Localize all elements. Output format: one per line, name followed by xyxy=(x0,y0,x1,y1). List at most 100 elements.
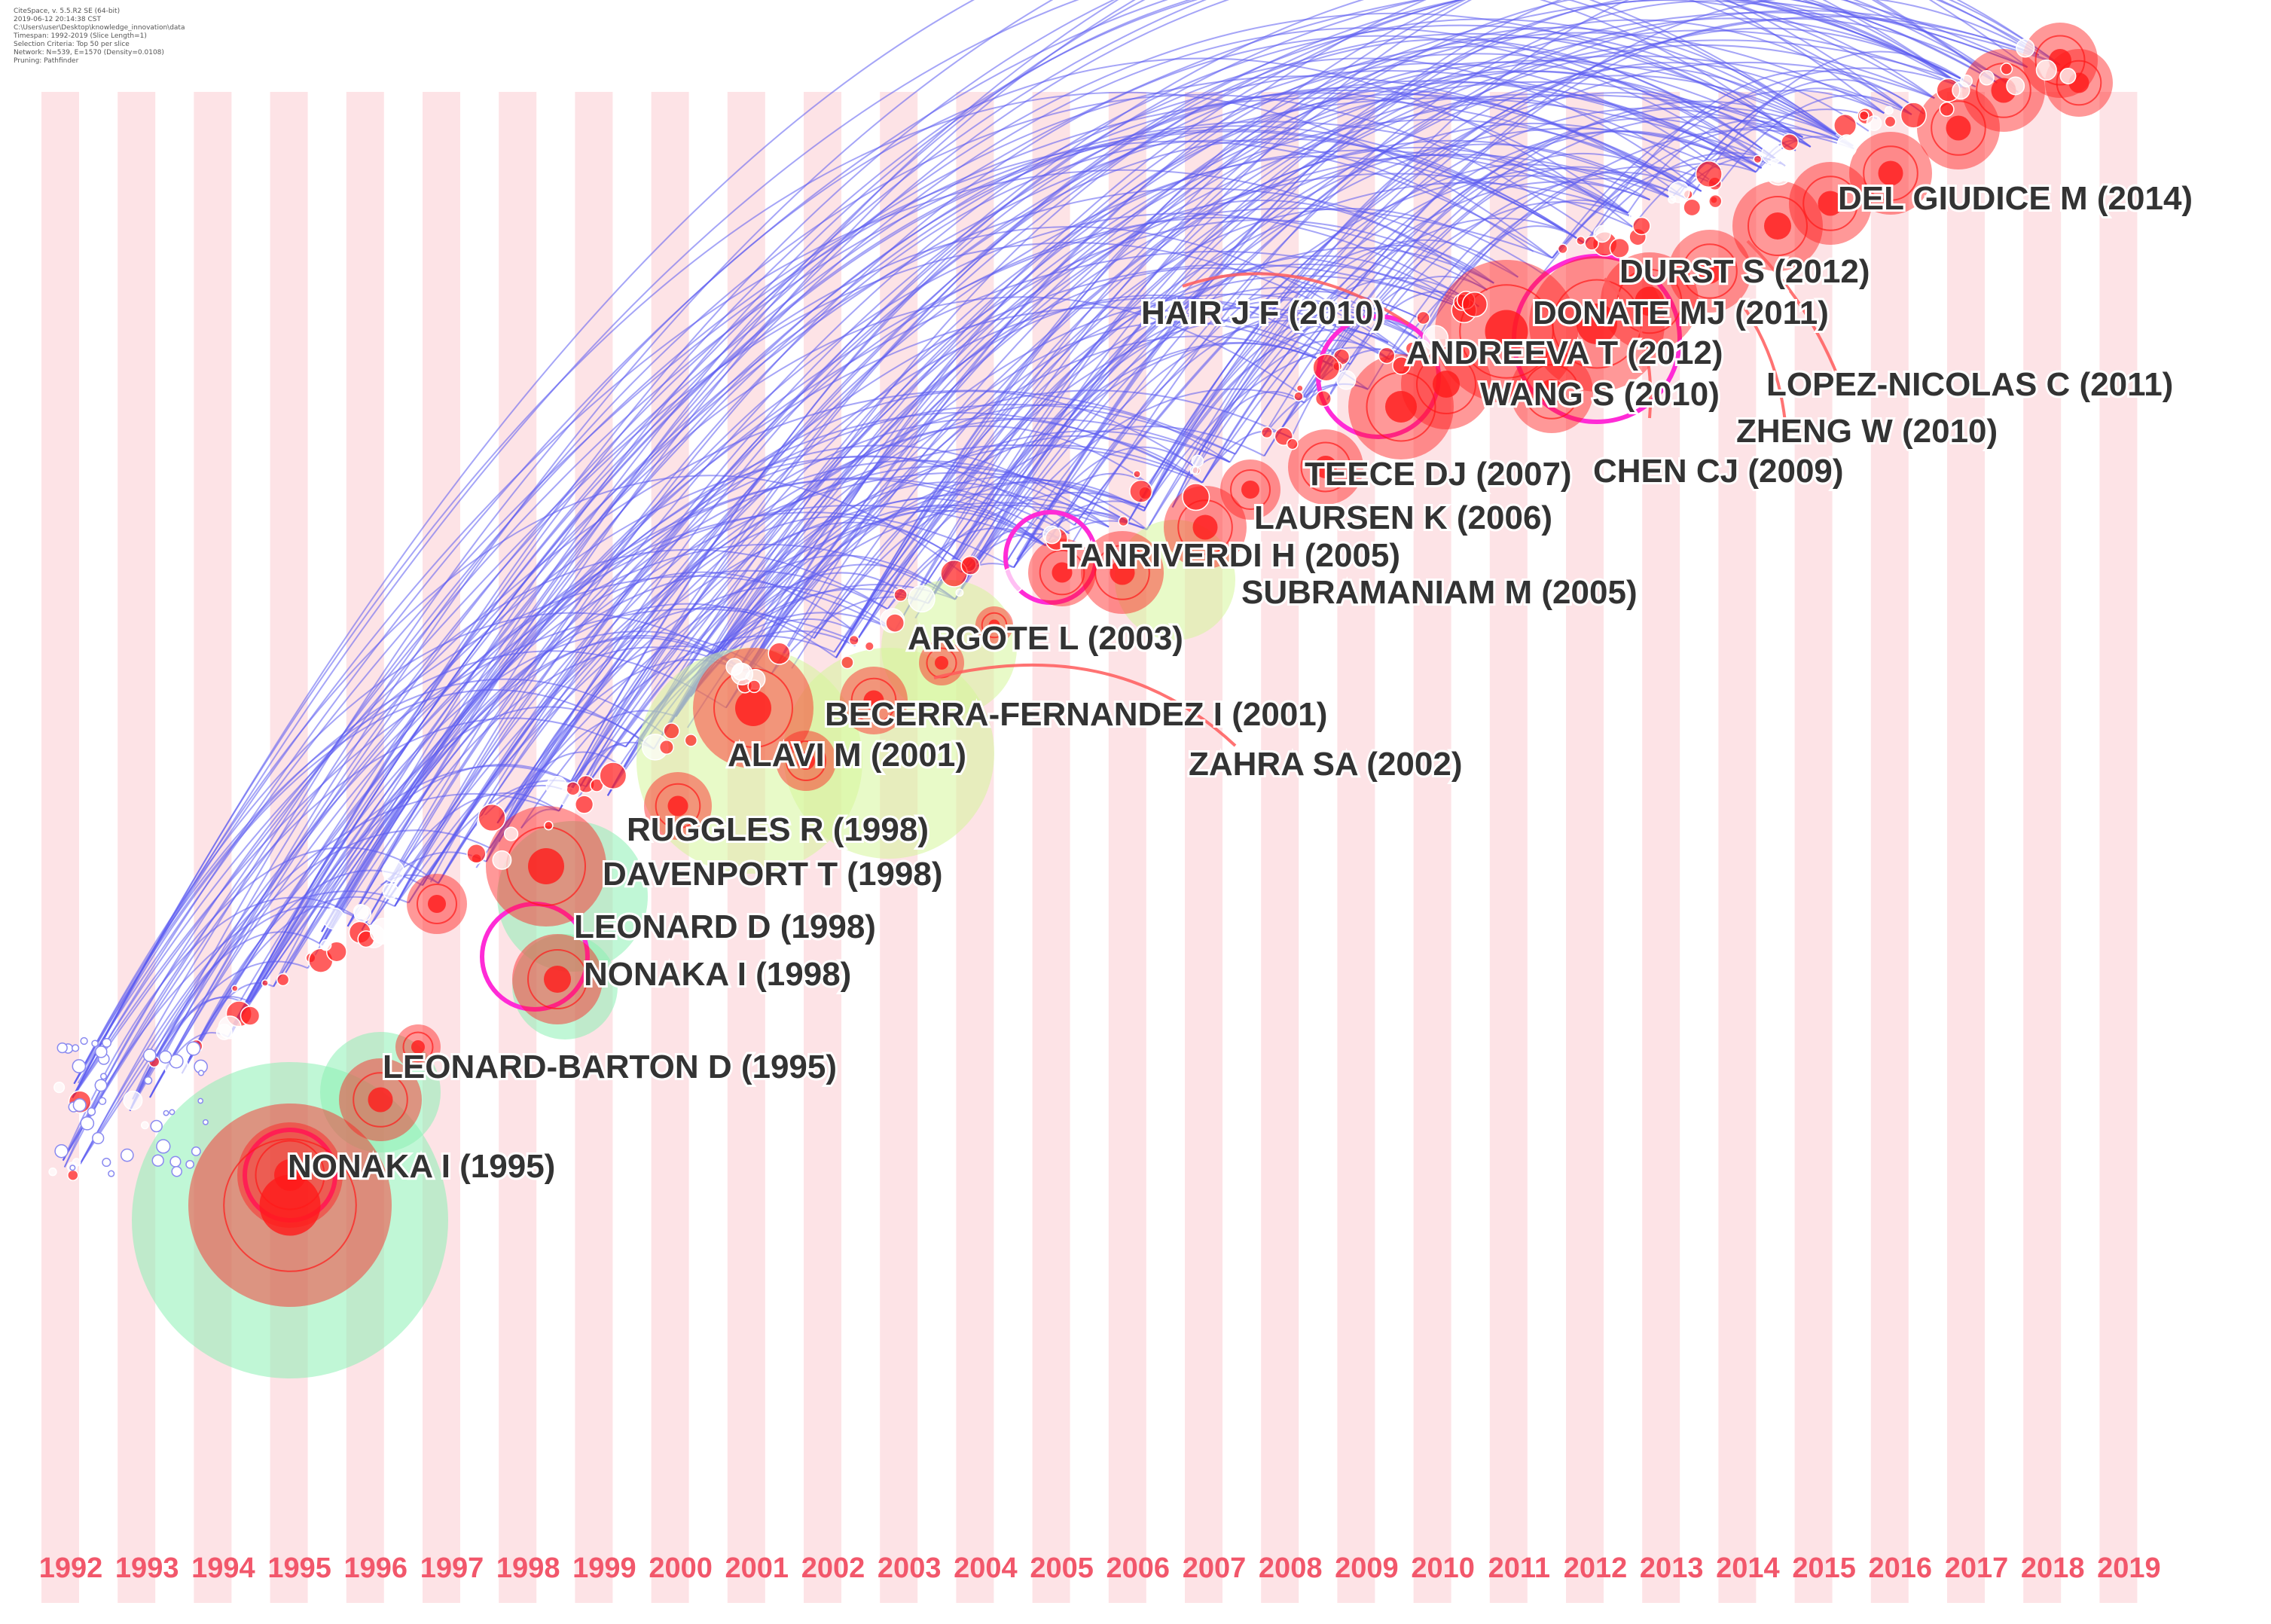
node-core xyxy=(1110,560,1135,585)
year-label: 2004 xyxy=(954,1552,1018,1584)
node-tiny xyxy=(158,1050,172,1064)
node-core xyxy=(1433,371,1460,398)
node-label: NONAKA I (1995) xyxy=(288,1148,555,1185)
citation-link xyxy=(78,0,1854,1084)
citation-link xyxy=(1280,116,1803,430)
citation-link xyxy=(227,207,1553,1038)
node-small xyxy=(140,1121,149,1130)
node-core xyxy=(1764,212,1791,240)
header-info-line: 2019-06-12 20:14:38 CST xyxy=(14,16,101,23)
node-core xyxy=(411,1040,425,1054)
node-small xyxy=(1708,194,1723,209)
citation-link xyxy=(954,388,1305,600)
node-ring xyxy=(850,677,897,724)
node-small xyxy=(731,662,754,685)
year-label: 1997 xyxy=(420,1552,484,1584)
node-tiny xyxy=(151,1154,164,1167)
node-small xyxy=(1668,181,1690,203)
citation-link xyxy=(369,444,1203,926)
citation-link xyxy=(1073,62,1935,526)
node-tiny xyxy=(185,1159,194,1169)
node-label: ZAHRA SA (2002) xyxy=(1189,746,1462,783)
node-ring xyxy=(527,949,588,1009)
citation-link xyxy=(520,808,560,829)
node-small xyxy=(1118,516,1129,527)
node-tiny xyxy=(169,1109,176,1116)
year-stripe xyxy=(1032,92,1070,1603)
citation-link xyxy=(1689,50,1964,200)
node-core xyxy=(1192,514,1218,540)
node-tiny xyxy=(98,1097,107,1106)
citation-link xyxy=(72,0,2028,1098)
node-label: ANDREEVA T (2012) xyxy=(1406,334,1723,371)
node-ring xyxy=(1748,196,1808,256)
node-core xyxy=(863,690,884,711)
node-small xyxy=(2006,76,2025,96)
year-label: 1998 xyxy=(496,1552,560,1584)
citation-link xyxy=(1685,87,1885,188)
citation-link xyxy=(1552,163,1757,259)
network-nodes xyxy=(48,23,2113,1307)
citation-link xyxy=(72,0,1885,1098)
citation-link xyxy=(485,515,969,862)
node-tiny xyxy=(191,1146,201,1156)
citation-link xyxy=(346,635,747,927)
node-ring xyxy=(417,884,457,924)
node-small xyxy=(1836,134,1857,154)
citation-link xyxy=(361,0,1998,931)
citation-link xyxy=(1067,0,1967,551)
citation-link xyxy=(438,0,1998,884)
node-label: TANRIVERDI H (2005) xyxy=(1062,537,1400,574)
node-small xyxy=(908,585,936,613)
citation-link xyxy=(835,207,1543,658)
node-small xyxy=(1133,469,1141,478)
node-small xyxy=(574,795,594,814)
node-core xyxy=(1241,481,1259,499)
citation-link xyxy=(62,896,371,1162)
citation-link xyxy=(653,38,1786,749)
node-label: DAVENPORT T (1998) xyxy=(603,856,943,893)
citation-link xyxy=(914,342,1335,601)
citation-link xyxy=(1717,94,1912,187)
citation-link xyxy=(394,493,1147,907)
node-core xyxy=(544,966,571,993)
burst-link xyxy=(1603,277,1653,419)
node-halo xyxy=(1115,520,1235,640)
citation-link xyxy=(72,475,962,1098)
year-label: 2005 xyxy=(1030,1552,1094,1584)
node-small xyxy=(1260,426,1273,439)
node-tiny xyxy=(163,1110,169,1116)
node-tiny xyxy=(80,1116,95,1131)
node-small xyxy=(1939,101,1955,118)
year-label: 2017 xyxy=(1945,1552,2009,1584)
citation-link xyxy=(307,444,1110,969)
year-stripe xyxy=(2023,92,2062,1603)
citation-link xyxy=(579,172,1633,787)
node-ring xyxy=(1524,364,1580,420)
year-label: 1992 xyxy=(39,1552,103,1584)
node-small xyxy=(1293,391,1304,401)
node-core xyxy=(988,619,1000,631)
citation-link xyxy=(520,635,835,829)
node-ring xyxy=(1931,100,1986,156)
node-small xyxy=(261,979,269,988)
node-small xyxy=(478,803,506,832)
node-small xyxy=(1884,115,1897,128)
node-small xyxy=(382,883,399,900)
citation-link xyxy=(1146,0,2061,530)
node-label: ALAVI M (2001) xyxy=(728,737,966,774)
year-stripe xyxy=(1642,92,1680,1603)
node-small xyxy=(1296,384,1304,392)
node-small xyxy=(885,613,905,633)
node-tiny xyxy=(197,1070,205,1076)
node-small xyxy=(1336,370,1357,390)
node-small xyxy=(1628,212,1637,221)
node-small xyxy=(1129,479,1153,503)
year-label: 1999 xyxy=(572,1552,636,1584)
citation-link xyxy=(227,630,772,1038)
citation-link xyxy=(181,896,395,1074)
node-tiny xyxy=(142,1049,157,1063)
node-label: NONAKA I (1998) xyxy=(584,956,851,993)
year-label: 2015 xyxy=(1792,1552,1856,1584)
node-tiny xyxy=(108,1170,115,1177)
